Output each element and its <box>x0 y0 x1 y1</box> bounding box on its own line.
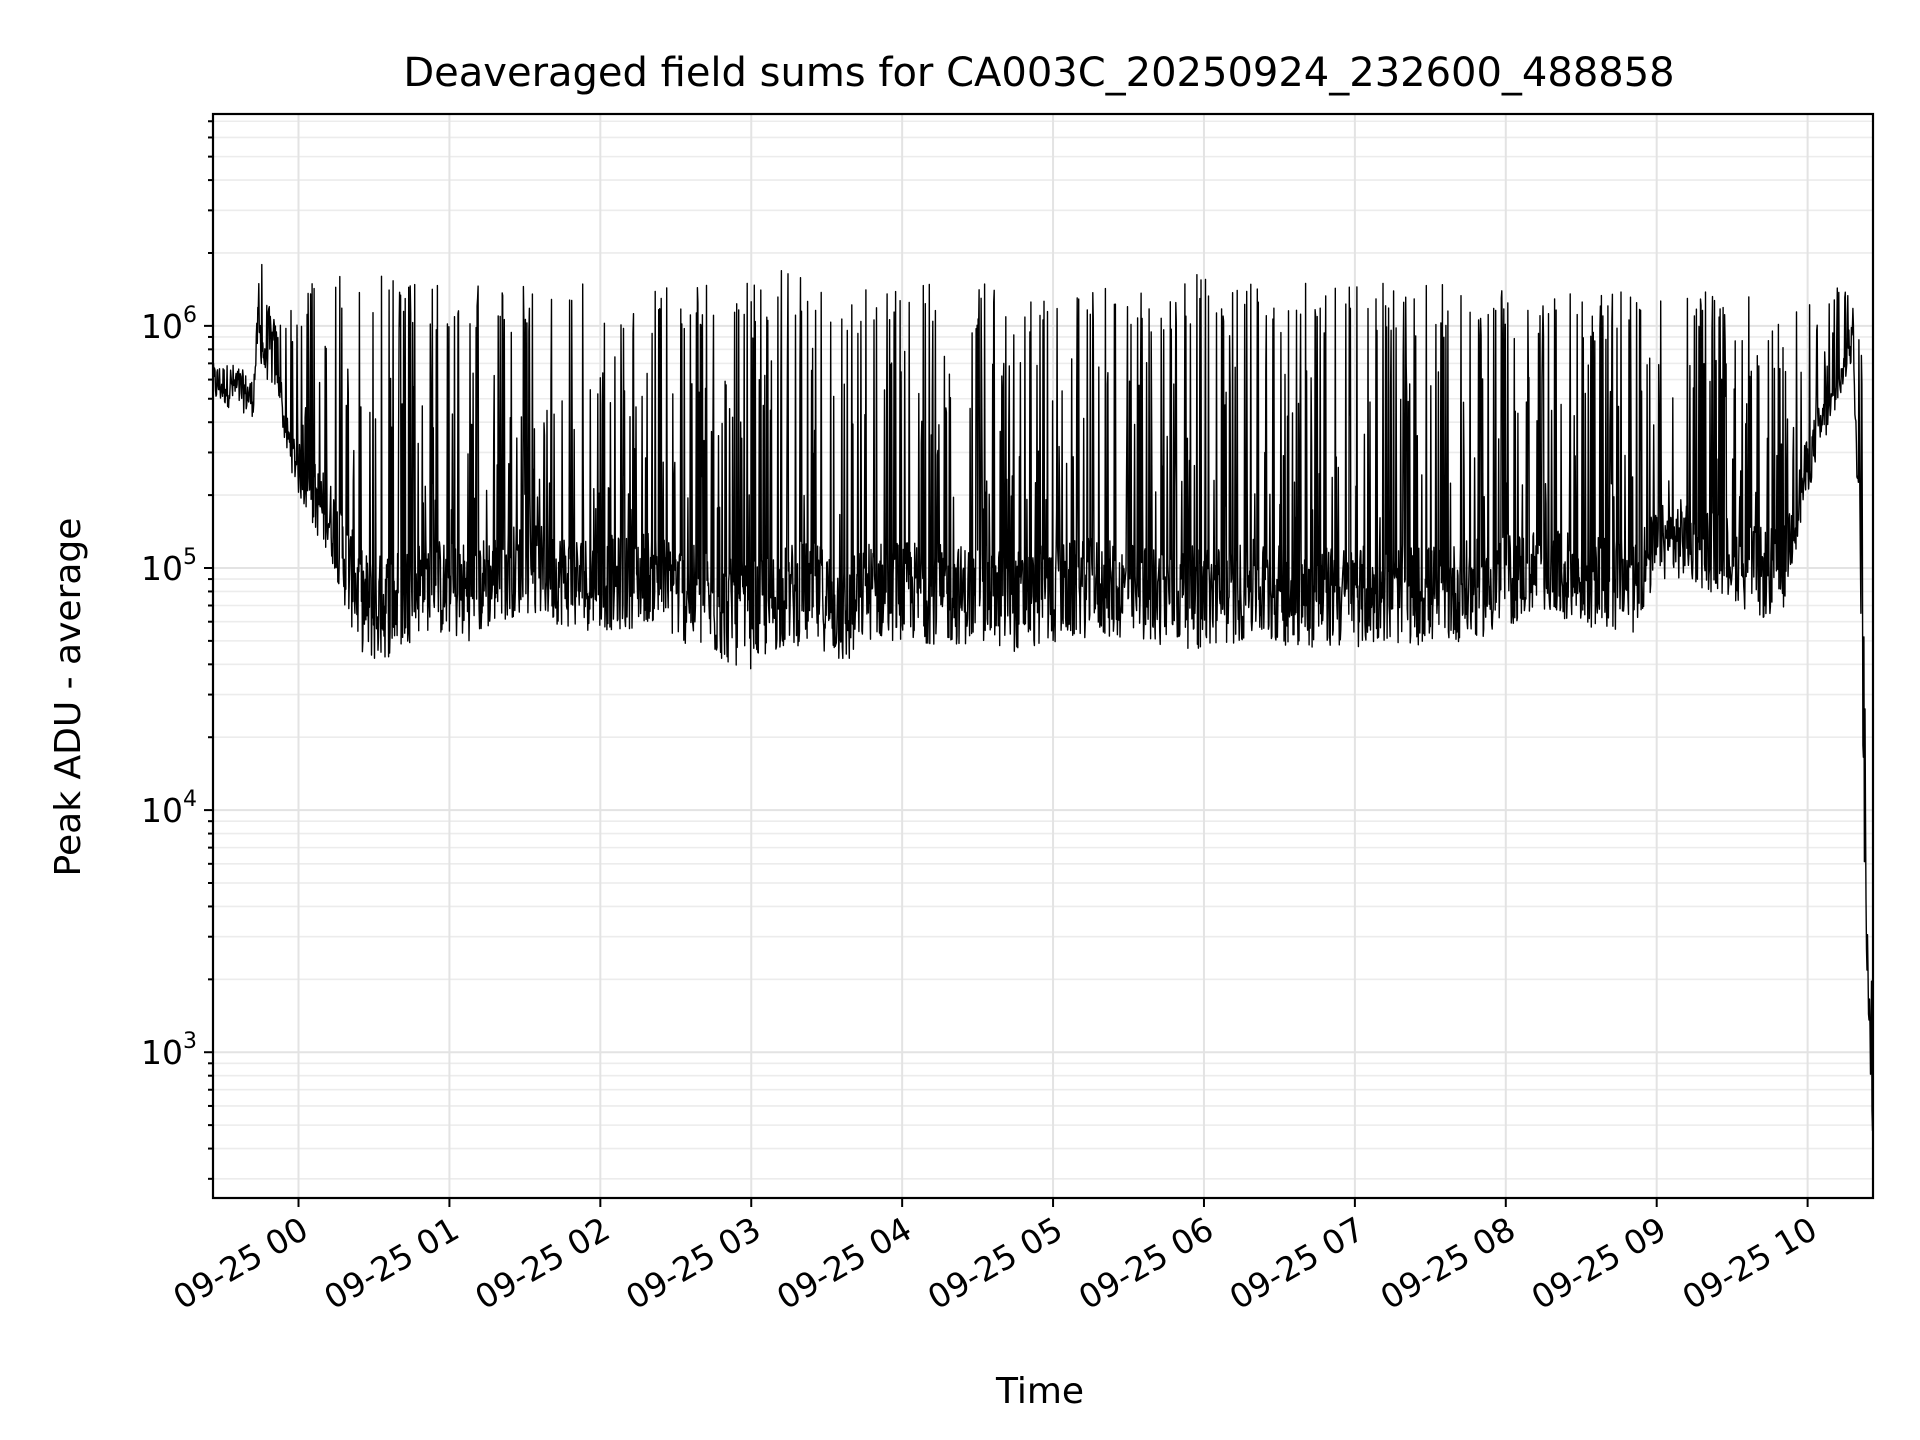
x-tick-label: 09-25 03 <box>619 1209 767 1317</box>
x-tick-label: 09-25 05 <box>921 1209 1069 1317</box>
series-line <box>213 263 1873 1132</box>
x-axis-label: Time <box>995 1371 1084 1412</box>
y-tick-label: 105 <box>141 545 197 588</box>
x-tick-label: 09-25 06 <box>1072 1209 1220 1317</box>
x-tick-label: 09-25 09 <box>1525 1209 1673 1317</box>
x-tick-label: 09-25 10 <box>1676 1209 1824 1317</box>
grid-lines <box>213 114 1873 1198</box>
y-tick-label: 106 <box>141 303 197 346</box>
x-tick-label: 09-25 04 <box>770 1209 918 1317</box>
y-tick-label: 104 <box>141 787 197 830</box>
y-axis-label: Peak ADU - average <box>48 518 89 877</box>
x-tick-label: 09-25 02 <box>468 1209 616 1317</box>
x-tick-label: 09-25 00 <box>167 1209 315 1317</box>
series-layer <box>213 263 1873 1132</box>
y-tick-label: 103 <box>141 1029 197 1072</box>
plot-area <box>211 112 1875 1200</box>
x-tick-label: 09-25 07 <box>1223 1209 1371 1317</box>
chart-title: Deaveraged field sums for CA003C_2025092… <box>403 50 1674 96</box>
x-tick-label: 09-25 08 <box>1374 1209 1522 1317</box>
x-tick-label: 09-25 01 <box>317 1209 465 1317</box>
